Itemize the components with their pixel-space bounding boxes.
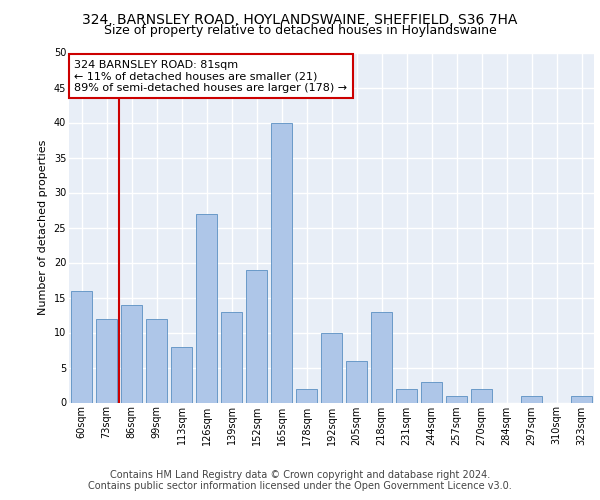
Bar: [271, 122, 292, 402]
Y-axis label: Number of detached properties: Number of detached properties: [38, 140, 48, 315]
Bar: [321, 332, 342, 402]
Bar: [246, 270, 267, 402]
Bar: [96, 318, 117, 402]
Bar: [346, 360, 367, 403]
Bar: [446, 396, 467, 402]
Bar: [571, 396, 592, 402]
Text: Contains public sector information licensed under the Open Government Licence v3: Contains public sector information licen…: [88, 481, 512, 491]
Text: Contains HM Land Registry data © Crown copyright and database right 2024.: Contains HM Land Registry data © Crown c…: [110, 470, 490, 480]
Bar: [396, 388, 417, 402]
Bar: [521, 396, 542, 402]
Bar: [296, 388, 317, 402]
Text: 324, BARNSLEY ROAD, HOYLANDSWAINE, SHEFFIELD, S36 7HA: 324, BARNSLEY ROAD, HOYLANDSWAINE, SHEFF…: [82, 12, 518, 26]
Text: Size of property relative to detached houses in Hoylandswaine: Size of property relative to detached ho…: [104, 24, 496, 37]
Bar: [221, 312, 242, 402]
Bar: [196, 214, 217, 402]
Bar: [171, 346, 192, 403]
Text: 324 BARNSLEY ROAD: 81sqm
← 11% of detached houses are smaller (21)
89% of semi-d: 324 BARNSLEY ROAD: 81sqm ← 11% of detach…: [74, 60, 347, 92]
Bar: [421, 382, 442, 402]
Bar: [471, 388, 492, 402]
Bar: [371, 312, 392, 402]
Bar: [121, 304, 142, 402]
Bar: [71, 290, 92, 403]
Bar: [146, 318, 167, 402]
